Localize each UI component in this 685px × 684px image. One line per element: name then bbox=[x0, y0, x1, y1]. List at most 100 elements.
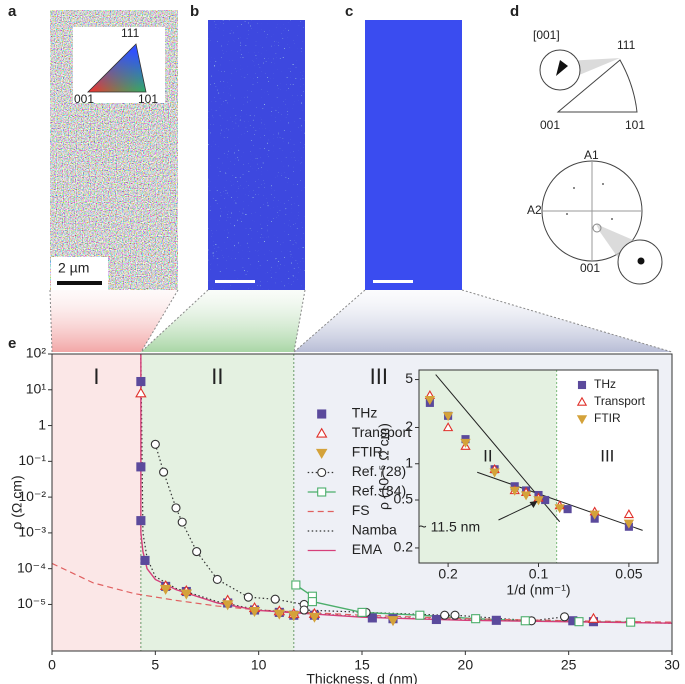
ipf-key bbox=[87, 43, 147, 93]
x-axis-label: 1/d (nm⁻¹) bbox=[506, 582, 570, 598]
marker bbox=[450, 610, 460, 620]
y-tick-label: 10¹ bbox=[26, 380, 47, 396]
legend-label: FTIR bbox=[352, 444, 383, 460]
marker bbox=[308, 612, 321, 623]
region-label: III bbox=[370, 364, 388, 389]
legend-label: Transport bbox=[352, 424, 412, 440]
region bbox=[419, 370, 557, 563]
marker bbox=[424, 396, 436, 406]
x-axis-label: Thickness, d (nm) bbox=[306, 671, 417, 684]
legend-marker bbox=[317, 409, 327, 419]
y-axis-label: ρ (Ω cm) bbox=[9, 475, 25, 529]
connector-edge bbox=[293, 289, 306, 353]
marker bbox=[626, 617, 636, 627]
zoom-spot bbox=[637, 257, 645, 265]
legend-label: FS bbox=[352, 502, 370, 518]
region-label: II bbox=[211, 364, 223, 389]
pole-dot bbox=[573, 187, 575, 189]
ipf-label: 001 bbox=[74, 92, 94, 106]
marker bbox=[135, 387, 147, 398]
legend-marker bbox=[317, 467, 327, 478]
connector-edge bbox=[140, 289, 179, 353]
marker bbox=[248, 606, 261, 618]
annotation-arrowhead bbox=[529, 501, 538, 509]
x-tick-label: 0.1 bbox=[529, 566, 549, 582]
marker bbox=[243, 592, 253, 602]
region bbox=[52, 354, 141, 651]
x-tick-label: 0.2 bbox=[438, 566, 458, 582]
marker bbox=[623, 519, 635, 529]
marker bbox=[150, 439, 160, 449]
marker bbox=[140, 555, 150, 565]
legend-label: FTIR bbox=[594, 411, 621, 425]
pole-marker bbox=[592, 223, 602, 233]
legend-marker bbox=[317, 487, 327, 497]
marker bbox=[180, 589, 193, 600]
legend-label: Ref. (34) bbox=[352, 483, 406, 499]
legend-label: EMA bbox=[352, 541, 383, 557]
marker bbox=[159, 467, 169, 477]
marker bbox=[533, 496, 544, 506]
y-tick-label: 10⁻⁴ bbox=[17, 559, 46, 575]
legend-label: THz bbox=[352, 405, 378, 421]
legend-label: Namba bbox=[352, 522, 397, 538]
marker bbox=[559, 612, 570, 622]
legend-marker bbox=[315, 427, 328, 438]
pole-label: A2 bbox=[527, 203, 542, 217]
region-label: III bbox=[600, 446, 614, 465]
ipf-label: 101 bbox=[138, 92, 158, 106]
marker bbox=[574, 617, 584, 627]
y-tick-label: 10⁻² bbox=[18, 488, 46, 504]
x-tick-label: 15 bbox=[354, 657, 370, 673]
marker bbox=[460, 438, 471, 448]
legend-marker bbox=[315, 448, 328, 459]
pole-dot bbox=[602, 183, 604, 185]
marker bbox=[357, 607, 367, 617]
legend-label: THz bbox=[594, 377, 616, 391]
annotation-arrow bbox=[498, 501, 537, 521]
ipf-label: 111 bbox=[121, 26, 140, 40]
orientation-map bbox=[365, 20, 462, 290]
marker bbox=[177, 517, 187, 527]
marker bbox=[136, 516, 146, 526]
annotation: ~ 11.5 nm bbox=[419, 519, 481, 535]
legend-marker bbox=[576, 396, 588, 406]
legend-label: Ref. (28) bbox=[352, 463, 406, 479]
panel-label: e bbox=[8, 335, 16, 352]
marker bbox=[471, 614, 481, 624]
panel-label: a bbox=[8, 3, 17, 20]
y-axis-label: ρ (10⁻⁵ Ω cm) bbox=[376, 423, 392, 510]
marker bbox=[554, 504, 565, 514]
marker bbox=[221, 600, 234, 611]
zoom-spot bbox=[556, 60, 568, 76]
scale-bar bbox=[373, 280, 413, 283]
pole-label: 001 bbox=[580, 261, 600, 275]
scale-bar bbox=[57, 281, 102, 285]
marker bbox=[159, 584, 172, 595]
marker bbox=[440, 610, 450, 620]
y-tick-label: 10⁻³ bbox=[18, 524, 46, 540]
stereo-triangle bbox=[556, 59, 638, 113]
connector-edge bbox=[461, 289, 673, 353]
y-tick-label: 0.2 bbox=[394, 539, 414, 555]
y-tick-label: 0.5 bbox=[394, 491, 414, 507]
marker bbox=[270, 594, 280, 604]
y-tick-label: 10⁻¹ bbox=[18, 452, 46, 468]
marker bbox=[387, 616, 399, 627]
y-tick-label: 10² bbox=[26, 345, 47, 361]
marker bbox=[415, 610, 425, 620]
connector bbox=[50, 290, 178, 352]
marker bbox=[136, 376, 146, 387]
legend-marker bbox=[577, 380, 587, 390]
marker bbox=[212, 574, 222, 584]
marker bbox=[431, 614, 441, 625]
panel-label: d bbox=[510, 3, 519, 20]
region-label: II bbox=[483, 446, 492, 465]
connector-edge bbox=[140, 289, 209, 353]
marker bbox=[520, 491, 532, 501]
legend-label: Transport bbox=[594, 394, 646, 408]
marker bbox=[291, 580, 301, 590]
marker bbox=[587, 612, 600, 623]
